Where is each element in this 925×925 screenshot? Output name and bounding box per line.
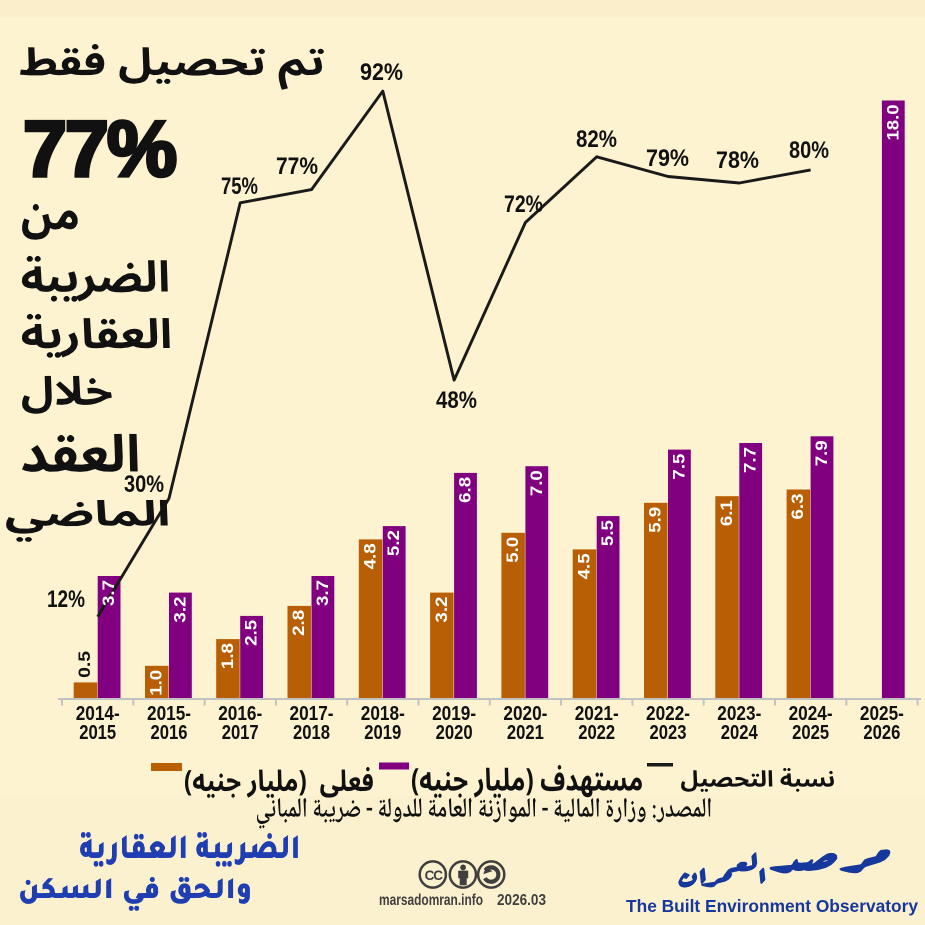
svg-text:6.8: 6.8 bbox=[456, 477, 475, 503]
svg-text:2017-: 2017- bbox=[290, 703, 334, 725]
svg-text:5.5: 5.5 bbox=[598, 520, 617, 546]
svg-text:0.5: 0.5 bbox=[75, 651, 94, 678]
svg-text:2019: 2019 bbox=[364, 722, 401, 744]
svg-text:2020-: 2020- bbox=[503, 703, 547, 725]
svg-text:6.1: 6.1 bbox=[717, 500, 736, 526]
svg-text:2020: 2020 bbox=[436, 722, 473, 744]
svg-text:4.5: 4.5 bbox=[574, 553, 593, 579]
svg-text:2015-: 2015- bbox=[147, 703, 191, 725]
svg-text:1.8: 1.8 bbox=[218, 643, 237, 669]
svg-text:marsadomran.info: marsadomran.info bbox=[379, 892, 483, 909]
svg-text:6.3: 6.3 bbox=[788, 494, 807, 520]
svg-text:72%: 72% bbox=[504, 191, 543, 218]
svg-text:2022-: 2022- bbox=[646, 703, 690, 725]
svg-text:1.0: 1.0 bbox=[147, 670, 166, 696]
svg-text:30%: 30% bbox=[124, 471, 164, 498]
svg-text:5.9: 5.9 bbox=[646, 507, 665, 533]
svg-text:CC: CC bbox=[425, 868, 444, 883]
svg-text:2017: 2017 bbox=[222, 722, 259, 744]
svg-text:2019-: 2019- bbox=[432, 703, 476, 725]
svg-text:2024-: 2024- bbox=[789, 703, 833, 725]
svg-text:48%: 48% bbox=[436, 387, 477, 414]
svg-text:2018-: 2018- bbox=[361, 703, 405, 725]
svg-text:3.7: 3.7 bbox=[99, 580, 118, 606]
svg-text:2018: 2018 bbox=[293, 722, 330, 744]
svg-text:2026.03: 2026.03 bbox=[497, 892, 546, 909]
svg-text:82%: 82% bbox=[576, 126, 617, 153]
svg-text:92%: 92% bbox=[360, 59, 403, 86]
svg-text:4.8: 4.8 bbox=[360, 543, 379, 569]
svg-text:12%: 12% bbox=[47, 586, 85, 613]
svg-text:3.2: 3.2 bbox=[170, 597, 189, 623]
svg-text:5.2: 5.2 bbox=[384, 530, 403, 556]
svg-text:2023-: 2023- bbox=[717, 703, 761, 725]
svg-text:3.7: 3.7 bbox=[313, 580, 332, 606]
svg-text:2016-: 2016- bbox=[218, 703, 262, 725]
svg-text:5.0: 5.0 bbox=[503, 537, 522, 563]
svg-text:2023: 2023 bbox=[650, 722, 687, 744]
svg-text:2022: 2022 bbox=[578, 722, 615, 744]
svg-text:2025: 2025 bbox=[792, 722, 829, 744]
svg-text:77%: 77% bbox=[23, 104, 176, 193]
svg-text:2025-: 2025- bbox=[860, 703, 904, 725]
svg-text:80%: 80% bbox=[789, 137, 829, 164]
svg-text:The Built Environment Observat: The Built Environment Observatory bbox=[626, 896, 918, 916]
svg-text:2.8: 2.8 bbox=[289, 610, 308, 636]
svg-text:77%: 77% bbox=[276, 153, 318, 180]
svg-text:78%: 78% bbox=[716, 147, 759, 174]
svg-text:2021-: 2021- bbox=[575, 703, 619, 725]
svg-text:18.0: 18.0 bbox=[883, 105, 902, 141]
svg-text:7.9: 7.9 bbox=[812, 440, 831, 466]
svg-text:2015: 2015 bbox=[79, 722, 116, 744]
svg-text:2016: 2016 bbox=[151, 722, 188, 744]
svg-text:2021: 2021 bbox=[507, 722, 544, 744]
svg-text:2024: 2024 bbox=[721, 722, 759, 744]
svg-text:2014-: 2014- bbox=[76, 703, 120, 725]
svg-text:7.0: 7.0 bbox=[527, 470, 546, 496]
svg-text:2.5: 2.5 bbox=[242, 620, 261, 646]
svg-text:75%: 75% bbox=[221, 173, 258, 200]
svg-text:7.5: 7.5 bbox=[669, 454, 688, 480]
svg-text:2026: 2026 bbox=[863, 722, 900, 744]
svg-text:7.7: 7.7 bbox=[741, 447, 760, 473]
svg-text:3.2: 3.2 bbox=[432, 597, 451, 623]
svg-text:79%: 79% bbox=[646, 145, 689, 172]
